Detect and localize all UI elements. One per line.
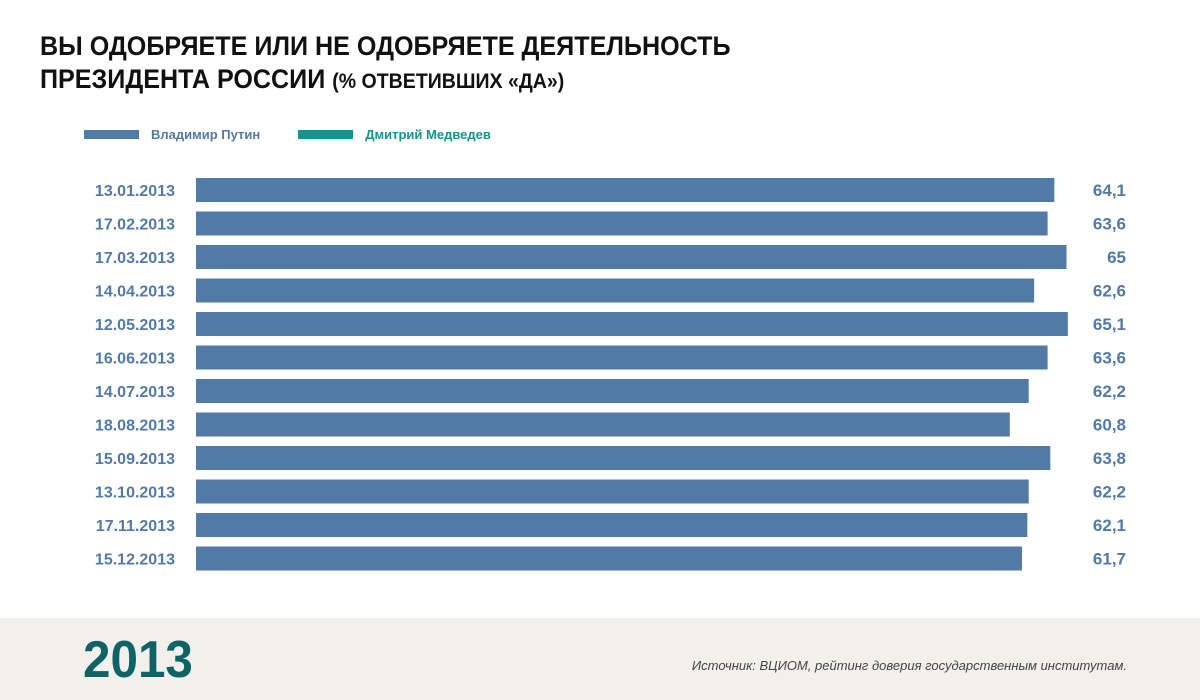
bar <box>196 513 1028 537</box>
legend-label-putin: Владимир Путин <box>151 127 261 142</box>
bar <box>196 278 1035 303</box>
value-label: 64,1 <box>1093 181 1126 200</box>
value-label: 60,8 <box>1093 416 1126 435</box>
bar <box>196 178 1055 202</box>
value-label: 63,6 <box>1093 349 1126 368</box>
value-label: 62,2 <box>1093 382 1126 401</box>
source-note: Источник: ВЦИОМ, рейтинг доверия государ… <box>691 658 1127 673</box>
bar <box>196 245 1067 269</box>
bar <box>196 345 1048 370</box>
bar <box>196 479 1029 504</box>
bar <box>196 546 1022 571</box>
legend-swatch-medvedev <box>298 130 354 139</box>
title-line-1: ВЫ ОДОБРЯЕТЕ ИЛИ НЕ ОДОБРЯЕТЕ ДЕЯТЕЛЬНОС… <box>40 31 731 61</box>
chart-title: ВЫ ОДОБРЯЕТЕ ИЛИ НЕ ОДОБРЯЕТЕ ДЕЯТЕЛЬНОС… <box>40 30 731 98</box>
title-line-2: ПРЕЗИДЕНТА РОССИИ (% ОТВЕТИВШИХ «ДА») <box>40 63 731 98</box>
value-label: 63,6 <box>1093 215 1126 234</box>
bar <box>196 312 1068 336</box>
value-label: 61,7 <box>1093 550 1126 569</box>
year-label: 2013 <box>83 631 193 689</box>
category-label: 14.07.2013 <box>95 384 175 401</box>
category-label: 14.04.2013 <box>95 284 175 301</box>
category-label: 18.08.2013 <box>95 418 175 435</box>
bar <box>196 379 1029 403</box>
category-label: 16.06.2013 <box>95 351 175 368</box>
value-label: 65 <box>1107 248 1126 267</box>
category-label: 17.11.2013 <box>96 518 175 535</box>
category-label: 15.09.2013 <box>95 451 175 468</box>
value-label: 65,1 <box>1093 315 1126 334</box>
category-label: 17.03.2013 <box>95 250 175 267</box>
legend: Владимир Путин Дмитрий Медведев <box>84 127 529 142</box>
category-label: 15.12.2013 <box>95 552 175 569</box>
legend-item-medvedev: Дмитрий Медведев <box>298 127 491 142</box>
bar <box>196 412 1010 437</box>
bar <box>196 211 1048 236</box>
category-label: 17.02.2013 <box>95 217 175 234</box>
value-label: 62,6 <box>1093 282 1126 301</box>
title-line-2-main: ПРЕЗИДЕНТА РОССИИ <box>40 64 326 94</box>
category-label: 13.01.2013 <box>95 183 175 200</box>
footer: 2013 Источник: ВЦИОМ, рейтинг доверия го… <box>0 618 1200 700</box>
title-line-2-sub: (% ОТВЕТИВШИХ «ДА») <box>332 70 565 93</box>
value-label: 62,1 <box>1093 516 1126 535</box>
category-label: 12.05.2013 <box>95 317 175 334</box>
legend-swatch-putin <box>84 130 139 139</box>
legend-label-medvedev: Дмитрий Медведев <box>365 127 491 142</box>
value-label: 62,2 <box>1093 483 1126 502</box>
legend-item-putin: Владимир Путин <box>84 127 260 142</box>
value-label: 63,8 <box>1093 449 1126 468</box>
category-label: 13.10.2013 <box>95 485 175 502</box>
bar <box>196 446 1051 470</box>
bar-chart: 13.01.2013 64,1 17.02.2013 63,6 17.03.2013 65… <box>95 178 1126 571</box>
